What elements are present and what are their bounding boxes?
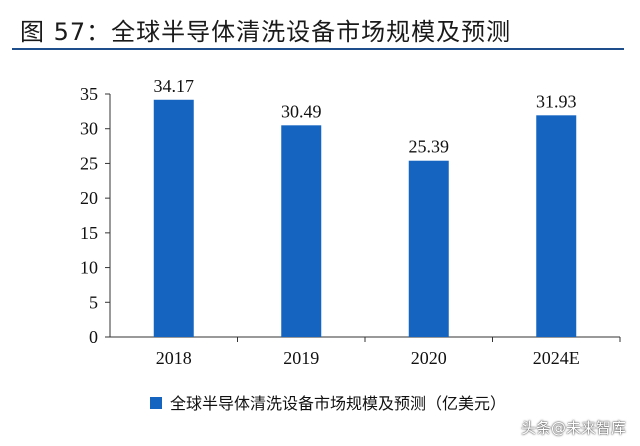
bar (153, 99, 194, 337)
chart-axes: 0 5 10 15 20 25 30 35 2018 2019 2020 2024E (80, 84, 621, 368)
y-tick-label: 20 (80, 188, 98, 208)
y-tick-label: 30 (80, 119, 98, 139)
data-label: 31.93 (536, 91, 577, 111)
x-tick-label: 2020 (411, 348, 447, 368)
y-tick-label: 5 (89, 292, 98, 312)
data-label: 30.49 (281, 101, 322, 121)
y-tick-label: 35 (80, 84, 98, 104)
bar (281, 125, 322, 337)
x-tick-label: 2024E (533, 348, 580, 368)
y-tick-label: 0 (89, 327, 98, 347)
legend-swatch (150, 397, 162, 409)
watermark: 头条@未来智库 (520, 419, 626, 437)
chart-data-labels: 34.17 30.49 25.39 31.93 (154, 76, 577, 157)
x-tick-label: 2019 (283, 348, 319, 368)
y-tick-label: 25 (80, 153, 98, 173)
title-bar: 图 57：全球半导体清洗设备市场规模及预测 (12, 8, 624, 50)
bar (536, 115, 577, 337)
legend-label: 全球半导体清洗设备市场规模及预测（亿美元） (170, 394, 506, 413)
data-label: 25.39 (409, 137, 450, 157)
chart-bars (153, 99, 577, 337)
y-tick-label: 15 (80, 223, 98, 243)
chart-legend: 全球半导体清洗设备市场规模及预测（亿美元） (150, 394, 506, 413)
data-label: 34.17 (154, 76, 195, 96)
bar (408, 160, 449, 337)
y-tick-label: 10 (80, 258, 98, 278)
chart-title: 图 57：全球半导体清洗设备市场规模及预测 (20, 18, 512, 46)
x-tick-label: 2018 (156, 348, 192, 368)
